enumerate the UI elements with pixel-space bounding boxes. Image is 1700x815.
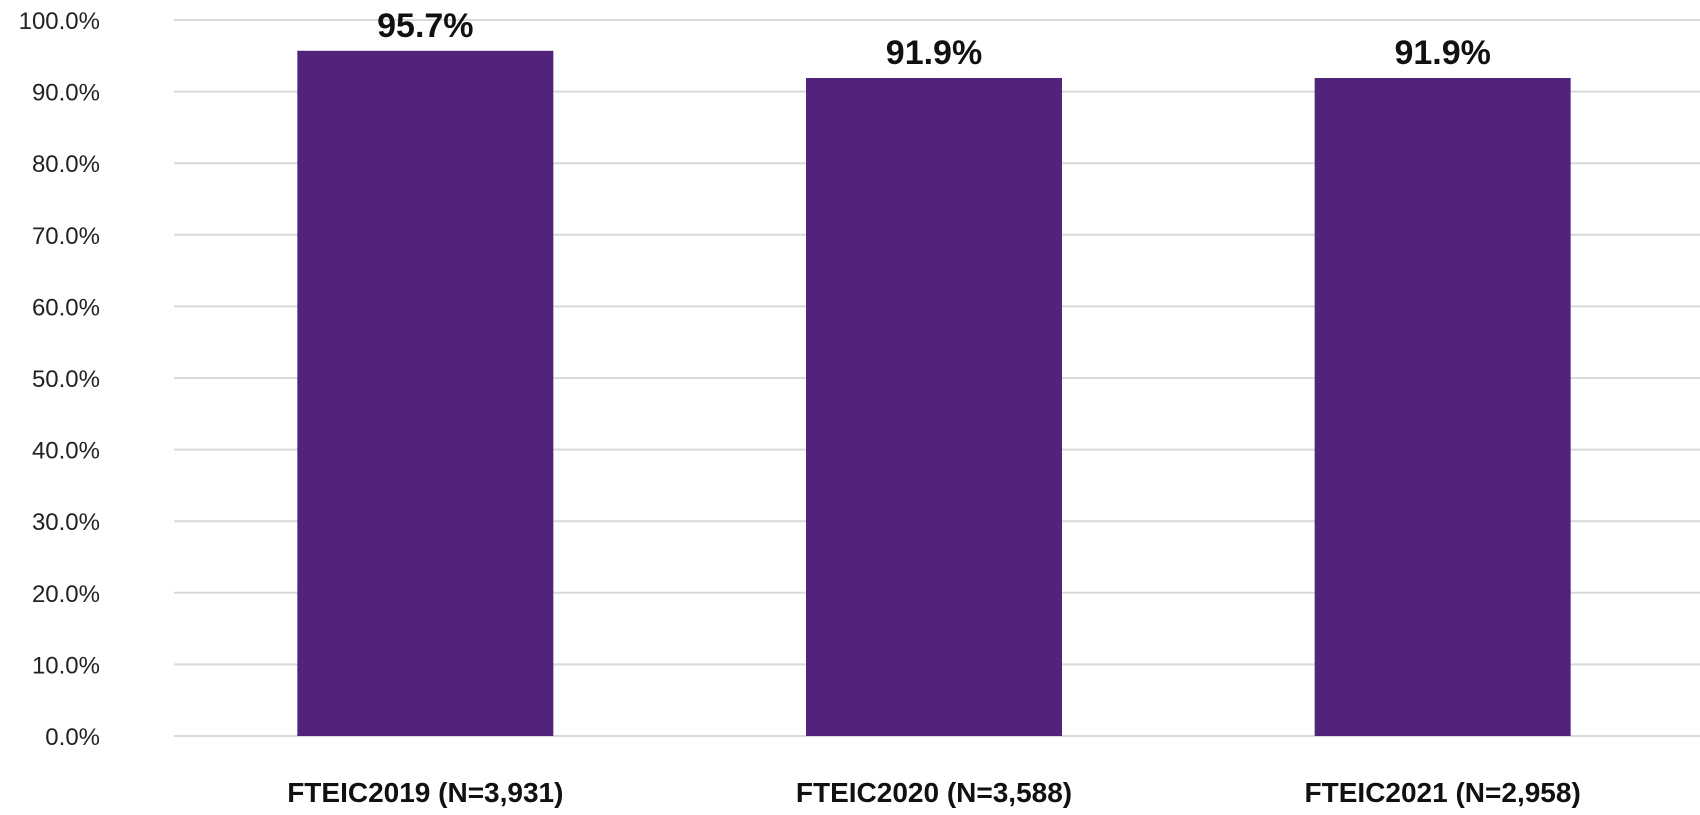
bars <box>297 50 1571 737</box>
y-tick-label: 90.0% <box>32 80 100 107</box>
y-tick-label: 100.0% <box>19 8 100 35</box>
x-tick-label: FTEIC2020 (N=3,588) <box>796 777 1072 808</box>
x-axis-ticks: FTEIC2019 (N=3,931) FTEIC2020 (N=3,588) FT… <box>287 777 1581 808</box>
bar <box>806 77 1062 737</box>
y-tick-label: 70.0% <box>32 223 100 250</box>
x-tick-label: FTEIC2019 (N=3,931) <box>287 777 563 808</box>
bar <box>1314 77 1571 737</box>
y-tick-label: 10.0% <box>32 652 100 679</box>
x-tick-label: FTEIC2021 (N=2,958) <box>1305 777 1581 808</box>
y-tick-label: 30.0% <box>32 509 100 536</box>
y-tick-label: 0.0% <box>45 724 100 751</box>
data-label: 91.9% <box>886 34 982 72</box>
data-label: 91.9% <box>1394 34 1490 72</box>
y-axis-ticks: 0.0% 10.0% 20.0% 30.0% 40.0% 50.0% 60.0% 70.0% 8… <box>19 8 100 751</box>
data-labels: 95.7% 91.9% 91.9% <box>377 7 1491 72</box>
y-tick-label: 50.0% <box>32 366 100 393</box>
y-tick-label: 20.0% <box>32 581 100 608</box>
data-label: 95.7% <box>377 7 473 45</box>
y-tick-label: 80.0% <box>32 151 100 178</box>
bar <box>297 50 554 736</box>
y-tick-label: 40.0% <box>32 438 100 465</box>
y-tick-label: 60.0% <box>32 294 100 321</box>
